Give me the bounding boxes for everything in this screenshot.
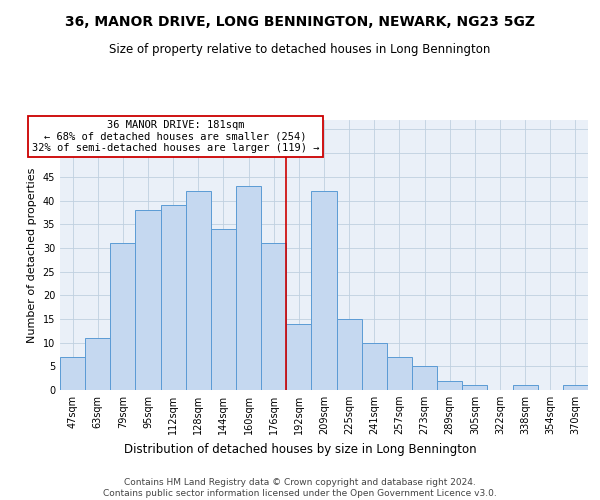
Bar (85, 338, 110, 390)
Bar (286, 324, 311, 390)
Bar (563, 386, 588, 390)
Text: 36 MANOR DRIVE: 181sqm
← 68% of detached houses are smaller (254)
32% of semi-de: 36 MANOR DRIVE: 181sqm ← 68% of detached… (32, 120, 319, 153)
Bar (462, 386, 487, 390)
Bar (437, 380, 462, 390)
Bar (362, 342, 387, 390)
Bar (161, 206, 186, 390)
Bar (211, 229, 236, 390)
Y-axis label: Number of detached properties: Number of detached properties (27, 168, 37, 342)
Bar (60, 357, 85, 390)
Bar (236, 186, 261, 390)
Bar (136, 210, 161, 390)
Bar (412, 366, 437, 390)
Bar (512, 386, 538, 390)
Bar (337, 319, 362, 390)
Bar (387, 357, 412, 390)
Bar (311, 191, 337, 390)
Text: Contains HM Land Registry data © Crown copyright and database right 2024.
Contai: Contains HM Land Registry data © Crown c… (103, 478, 497, 498)
Bar (261, 243, 286, 390)
Text: 36, MANOR DRIVE, LONG BENNINGTON, NEWARK, NG23 5GZ: 36, MANOR DRIVE, LONG BENNINGTON, NEWARK… (65, 15, 535, 29)
Text: Distribution of detached houses by size in Long Bennington: Distribution of detached houses by size … (124, 442, 476, 456)
Bar (110, 243, 136, 390)
Bar (186, 191, 211, 390)
Text: Size of property relative to detached houses in Long Bennington: Size of property relative to detached ho… (109, 42, 491, 56)
